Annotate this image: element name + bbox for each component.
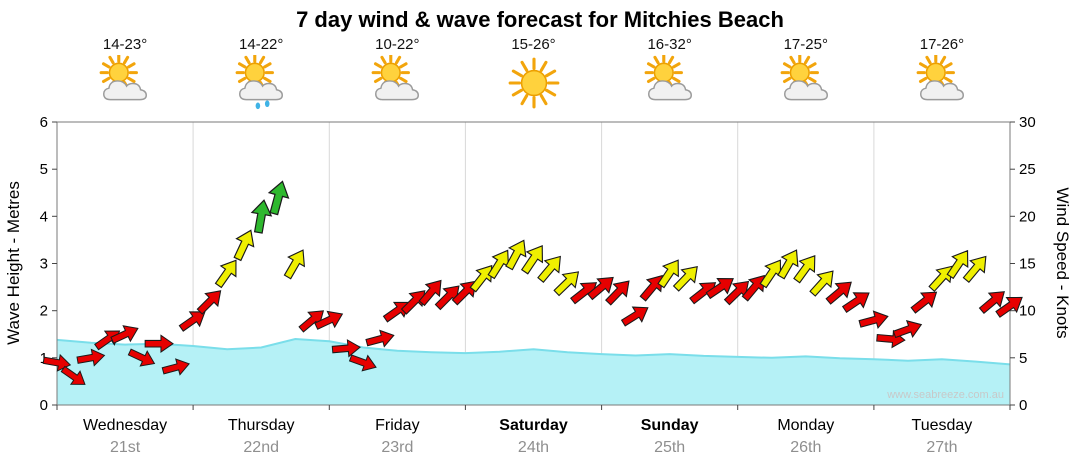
day-date: 27th xyxy=(926,439,958,456)
svg-text:30: 30 xyxy=(1019,114,1036,131)
day-label: Sunday 25th xyxy=(600,417,740,457)
day-date: 23rd xyxy=(381,439,414,456)
svg-text:0: 0 xyxy=(1019,397,1027,414)
svg-text:0: 0 xyxy=(40,397,48,414)
svg-text:5: 5 xyxy=(1019,350,1027,367)
svg-text:6: 6 xyxy=(40,114,48,131)
day-temp-range: 15-26° xyxy=(511,36,556,53)
day-temp-range: 14-22° xyxy=(239,36,284,53)
day-label: Wednesday 21st xyxy=(55,417,195,457)
day-date: 25th xyxy=(654,439,686,456)
day-label: Friday 23rd xyxy=(327,417,467,457)
day-name: Saturday xyxy=(499,417,568,434)
svg-text:20: 20 xyxy=(1019,208,1036,225)
svg-text:15: 15 xyxy=(1019,256,1036,273)
day-name: Friday xyxy=(375,417,420,434)
right-axis-title: Wind Speed - Knots xyxy=(1053,187,1072,339)
day-name: Monday xyxy=(777,417,835,434)
svg-text:10: 10 xyxy=(1019,303,1036,320)
svg-text:2: 2 xyxy=(40,303,48,320)
svg-text:5: 5 xyxy=(40,161,48,178)
day-forecast: 10-22° xyxy=(337,36,457,111)
day-name: Tuesday xyxy=(911,417,973,434)
day-name: Thursday xyxy=(227,417,295,434)
day-temp-range: 17-25° xyxy=(783,36,828,53)
weather-icon-partly-cloudy-rain xyxy=(201,53,321,111)
day-date: 24th xyxy=(517,439,550,456)
day-label: Monday 26th xyxy=(736,417,876,457)
page-title: 7 day wind & wave forecast for Mitchies … xyxy=(296,7,784,32)
weather-icon-partly-cloudy xyxy=(337,53,457,111)
weather-icon-partly-cloudy xyxy=(746,53,866,111)
day-date: 26th xyxy=(790,439,822,456)
day-date: 22nd xyxy=(243,439,279,456)
weather-icon-sunny xyxy=(474,55,594,111)
svg-text:4: 4 xyxy=(40,208,48,225)
day-name: Sunday xyxy=(640,417,699,434)
svg-text:3: 3 xyxy=(40,256,48,273)
day-date: 21st xyxy=(109,439,141,456)
weather-icon-partly-cloudy xyxy=(610,53,730,111)
day-forecast: 16-32° xyxy=(610,36,730,111)
day-forecast: 14-22° xyxy=(201,36,321,111)
day-temp-range: 16-32° xyxy=(647,36,692,53)
day-temp-range: 10-22° xyxy=(375,36,420,53)
day-forecast: 15-26° xyxy=(474,36,594,111)
watermark: www.seabreeze.com.au xyxy=(887,389,1004,401)
weather-icon-partly-cloudy xyxy=(65,53,185,111)
day-forecast: 17-25° xyxy=(746,36,866,111)
day-label: Tuesday 27th xyxy=(872,417,1012,457)
day-forecast: 14-23° xyxy=(65,36,185,111)
day-name: Wednesday xyxy=(82,417,168,434)
day-forecast: 17-26° xyxy=(882,36,1002,111)
day-temp-range: 14-23° xyxy=(102,36,148,53)
day-label: Thursday 22nd xyxy=(191,417,331,457)
weather-icon-partly-cloudy xyxy=(882,53,1002,111)
day-label: Saturday 24th xyxy=(464,417,604,457)
day-temp-range: 17-26° xyxy=(919,36,965,53)
left-axis-title: Wave Height - Metres xyxy=(4,181,23,345)
svg-text:25: 25 xyxy=(1019,161,1036,178)
